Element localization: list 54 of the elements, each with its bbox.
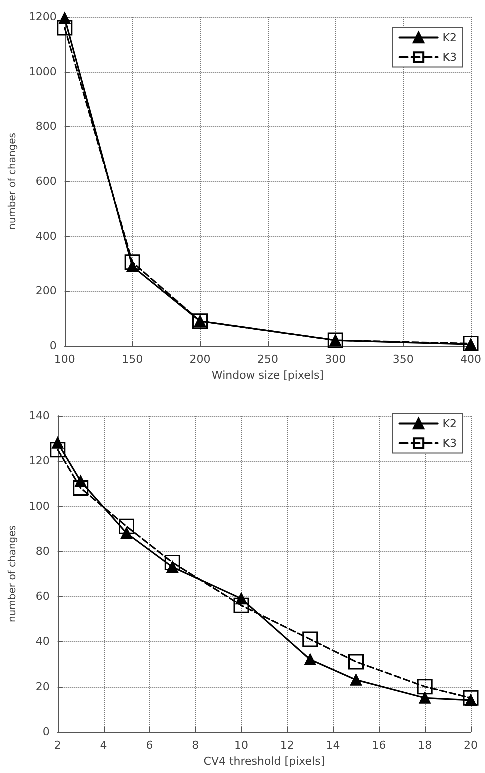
x-tick-label: 150: [122, 353, 144, 366]
x-tick-label: 12: [280, 739, 294, 752]
y-axis-title: number of changes: [8, 132, 18, 230]
y-tick-label: 800: [36, 120, 57, 134]
x-tick-label: 400: [460, 353, 482, 366]
y-tick-label: 200: [36, 284, 57, 298]
y-axis-title: number of changes: [8, 525, 18, 623]
x-tick-label: 200: [190, 353, 211, 366]
y-tick-label: 400: [36, 230, 57, 243]
x-tick-label: 4: [100, 739, 108, 752]
x-tick-label: 20: [464, 739, 478, 752]
point: [118, 518, 134, 534]
x-tick-label: 300: [325, 353, 346, 366]
x-axis-title: Window size [pixels]: [212, 368, 324, 382]
y-tick-label: 0: [42, 726, 50, 738]
point: [304, 654, 316, 666]
x-axis-title: CV4 threshold [pixels]: [204, 754, 326, 768]
point: [350, 674, 362, 686]
point: [348, 654, 364, 670]
y-tick-label: 600: [36, 175, 57, 188]
point: [164, 554, 180, 570]
point: [124, 254, 140, 270]
point: [419, 692, 431, 704]
legend-label: K3: [442, 50, 458, 64]
x-tick-label: 14: [326, 739, 340, 752]
y-tick-label: 0: [50, 340, 57, 352]
legend-label: K3: [442, 436, 458, 450]
x-tick-label: 350: [392, 353, 414, 366]
y-tick-label: 100: [28, 500, 50, 513]
point: [73, 480, 89, 496]
point: [463, 690, 479, 706]
point: [50, 442, 66, 458]
x-tick-label: 10: [234, 739, 248, 752]
y-tick-label: 20: [36, 680, 50, 694]
point: [417, 679, 433, 695]
x-tick-label: 16: [372, 739, 386, 752]
x-tick-label: 100: [54, 353, 76, 366]
point: [234, 598, 250, 614]
y-tick-label: 60: [36, 590, 50, 604]
y-tick-label: 1000: [28, 65, 57, 78]
legend-label: K2: [442, 31, 458, 44]
x-tick-label: 2: [54, 739, 62, 752]
x-tick-label: 6: [146, 739, 154, 752]
y-tick-label: 120: [28, 454, 50, 468]
y-tick-label: 40: [36, 635, 50, 648]
y-tick-label: 1200: [28, 10, 57, 24]
x-tick-label: 18: [418, 739, 432, 752]
point: [57, 20, 73, 36]
x-tick-label: 250: [257, 353, 278, 366]
y-tick-label: 80: [36, 544, 50, 558]
legend-label: K2: [442, 417, 458, 430]
y-tick-label: 140: [28, 410, 50, 422]
x-tick-label: 8: [192, 739, 200, 752]
point: [302, 632, 318, 648]
